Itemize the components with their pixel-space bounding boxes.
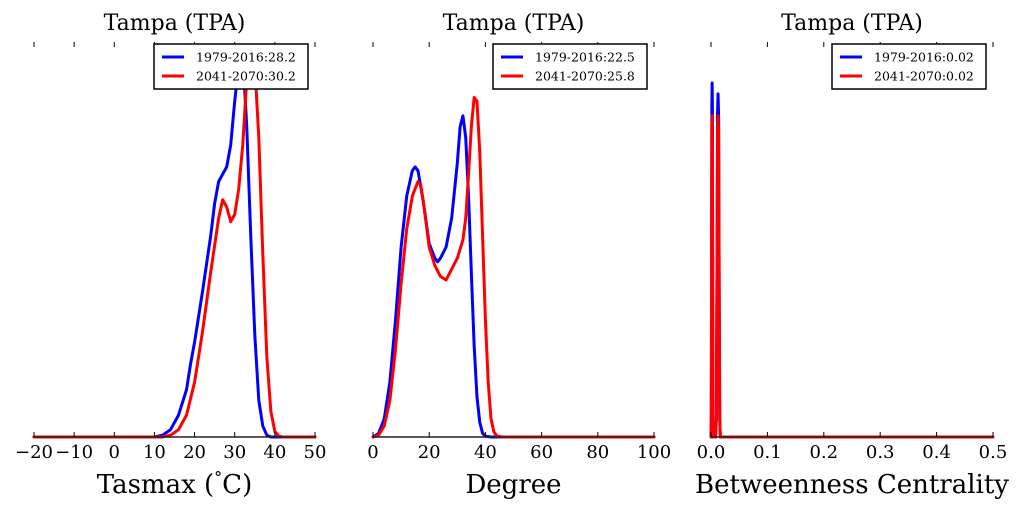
series-group	[371, 96, 656, 439]
series-line-future	[32, 52, 317, 439]
series-line-future	[709, 114, 995, 439]
panel-tasmax: Tampa (TPA) −20 −10 0 10 20 30 40 50 Tasmax (°C) 1…	[15, 11, 326, 500]
x-tick-label: 20	[418, 442, 441, 463]
panel-betweenness: Tampa (TPA) 0.0 0.1 0.2 0.3 0.4 0.5 Betweenness…	[695, 11, 1009, 500]
x-tick-label: 0.3	[866, 442, 895, 463]
x-tick-label: 0.4	[922, 442, 951, 463]
series-line-baseline	[32, 52, 317, 439]
legend-label: 1979-2016:28.2	[196, 50, 296, 65]
x-tick-label: 0.0	[697, 442, 726, 463]
chart-title: Tampa (TPA)	[104, 11, 246, 36]
series-group	[32, 52, 317, 439]
x-axis-label: Tasmax (°C)	[97, 468, 252, 500]
series-line-baseline	[709, 81, 995, 439]
series-group	[709, 81, 995, 439]
x-axis-label-degree: °	[214, 468, 222, 487]
x-tick-label: 0.1	[753, 442, 782, 463]
legend-label: 1979-2016:22.5	[535, 50, 635, 65]
x-tick-label: 30	[223, 442, 246, 463]
x-tick-label: 10	[143, 442, 166, 463]
legend: 1979-2016:22.5 2041-2070:25.8	[492, 43, 648, 90]
legend-label: 2041-2070:25.8	[535, 69, 635, 84]
x-axis-label: Degree	[465, 470, 561, 500]
legend: 1979-2016:0.02 2041-2070:0.02	[831, 43, 987, 90]
series-line-baseline	[371, 114, 656, 439]
x-tick-label: 100	[637, 442, 671, 463]
legend-label: 2041-2070:0.02	[874, 69, 974, 84]
legend-box	[492, 43, 648, 90]
panel-degree: Tampa (TPA) 0 20 40 60 80 100 Degree 1979-2016:2…	[367, 11, 671, 500]
x-tick-label: 0	[109, 442, 120, 463]
x-tick-label: 50	[304, 442, 327, 463]
series-line-future	[371, 96, 656, 439]
chart-title: Tampa (TPA)	[781, 11, 923, 36]
chart-title: Tampa (TPA)	[443, 11, 585, 36]
x-tick-label: 0.2	[809, 442, 838, 463]
x-tick-label: 80	[586, 442, 609, 463]
legend-box	[831, 43, 987, 90]
x-tick-label: 40	[474, 442, 497, 463]
x-tick-label: 20	[183, 442, 206, 463]
x-tick-label: −10	[55, 442, 93, 463]
x-axis-label-suffix: C)	[222, 470, 252, 500]
x-tick-label: 40	[263, 442, 286, 463]
x-tick-label: −20	[15, 442, 53, 463]
x-axis-label: Betweenness Centrality	[695, 470, 1009, 500]
legend: 1979-2016:28.2 2041-2070:30.2	[153, 43, 309, 90]
x-axis-label-prefix: Tasmax (	[97, 470, 214, 500]
legend-label: 2041-2070:30.2	[196, 69, 296, 84]
legend-box	[153, 43, 309, 90]
x-tick-label: 0	[367, 442, 378, 463]
legend-label: 1979-2016:0.02	[874, 50, 974, 65]
x-tick-label: 60	[530, 442, 553, 463]
x-tick-label: 0.5	[979, 442, 1008, 463]
